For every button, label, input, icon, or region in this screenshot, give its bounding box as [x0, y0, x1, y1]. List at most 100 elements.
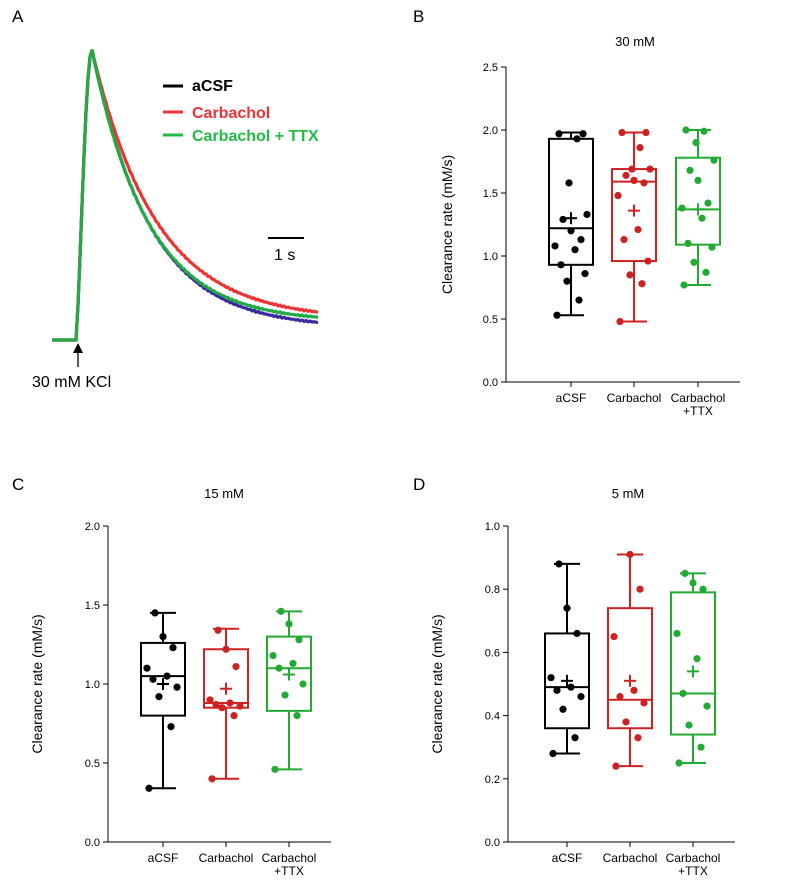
data-point [692, 139, 700, 147]
data-point [218, 704, 226, 712]
data-point [232, 663, 240, 671]
panel-label-b: B [413, 7, 424, 26]
data-point [693, 655, 701, 663]
panel-label-d: D [413, 475, 425, 494]
data-point [573, 629, 581, 638]
data-point [571, 246, 579, 254]
box-iqr [140, 641, 186, 717]
y-axis-label: Clearance rate (mM/s) [439, 155, 455, 294]
data-point [678, 204, 686, 212]
data-point [681, 569, 689, 578]
y-tick-label: 1.5 [483, 188, 498, 200]
box-group [670, 569, 716, 767]
data-point [618, 128, 626, 137]
trace-carbachol [52, 49, 319, 342]
box-iqr [544, 632, 590, 730]
data-point [277, 607, 285, 615]
data-point [289, 659, 297, 668]
y-tick-label: 2.0 [85, 521, 100, 533]
x-tick-label: aCSF [148, 851, 179, 865]
data-point [640, 179, 648, 187]
legend-carbachol: Carbachol [192, 105, 270, 122]
data-point [690, 258, 698, 266]
box-group [548, 130, 594, 319]
box-group [607, 550, 653, 770]
data-point [630, 686, 638, 694]
data-point [226, 699, 234, 707]
data-point [212, 700, 220, 709]
data-point [622, 718, 630, 726]
y-axis-label: Clearance rate (mM/s) [429, 614, 445, 753]
y-tick-label: 1.5 [85, 600, 100, 612]
data-point [206, 696, 214, 704]
x-tick-label: Carbachol +TTX [262, 851, 317, 878]
y-tick-label: 2.0 [483, 125, 498, 137]
data-point [697, 743, 705, 751]
stimulus-arrowhead-icon [73, 343, 83, 353]
data-point [167, 723, 175, 731]
data-point [583, 210, 591, 219]
data-point [682, 126, 690, 134]
box-group [675, 126, 721, 289]
data-point [699, 585, 707, 593]
data-point [547, 674, 555, 682]
data-point [616, 317, 624, 326]
data-point [214, 626, 222, 634]
data-point [173, 683, 181, 691]
data-point [149, 675, 157, 683]
data-point [271, 765, 279, 773]
data-point [575, 296, 583, 304]
data-point [694, 176, 702, 184]
data-point [628, 165, 636, 173]
data-point [299, 680, 307, 688]
data-point [222, 645, 230, 653]
data-point [559, 215, 567, 224]
data-point [636, 585, 644, 593]
y-tick-label: 1.0 [85, 679, 100, 691]
trace-acsf [52, 49, 319, 342]
data-point [702, 268, 710, 276]
data-point [281, 691, 289, 699]
data-point [581, 270, 589, 278]
box-iqr [607, 607, 653, 730]
data-point [686, 166, 694, 174]
data-point [634, 225, 642, 234]
y-tick-label: 1.0 [483, 251, 498, 263]
y-tick-label: 0.0 [85, 837, 100, 849]
data-point [634, 734, 642, 742]
y-tick-label: 0.5 [483, 314, 498, 326]
data-point [636, 144, 644, 152]
legend-carbachol-ttx: Carbachol + TTX [192, 128, 319, 145]
data-point [169, 644, 177, 652]
x-tick-label: aCSF [552, 851, 583, 865]
chart-title: 5 mM [612, 486, 645, 501]
data-point [620, 236, 628, 244]
box-group [203, 626, 249, 783]
panel-d-chart: 5 mM Clearance rate (mM/s) 0.0 0.2 0.4 0.6 0.8… [429, 486, 735, 878]
data-point [555, 560, 563, 568]
panel-label-c: C [12, 475, 24, 494]
chart-title: 15 mM [204, 486, 244, 501]
data-point [638, 280, 646, 288]
data-point [151, 609, 159, 617]
box-group [140, 609, 186, 792]
data-point [640, 699, 648, 707]
data-point [236, 702, 244, 710]
data-point [563, 604, 571, 612]
data-point [577, 236, 585, 244]
data-point [616, 693, 624, 701]
y-axis-label: Clearance rate (mM/s) [29, 614, 45, 753]
data-point [269, 651, 277, 660]
y-tick-label: 0.0 [485, 837, 500, 849]
panel-a-traces: aCSF Carbachol Carbachol + TTX 1 s 30 mM… [32, 49, 319, 391]
y-tick-label: 1.0 [485, 521, 500, 533]
box-iqr [670, 591, 716, 736]
data-point [684, 239, 692, 247]
x-tick-label: Carbachol +TTX [671, 391, 726, 418]
data-point [551, 242, 559, 250]
data-point [708, 243, 716, 251]
data-point [557, 261, 565, 269]
data-point [704, 199, 712, 207]
data-point [573, 135, 581, 143]
data-point [610, 633, 618, 641]
